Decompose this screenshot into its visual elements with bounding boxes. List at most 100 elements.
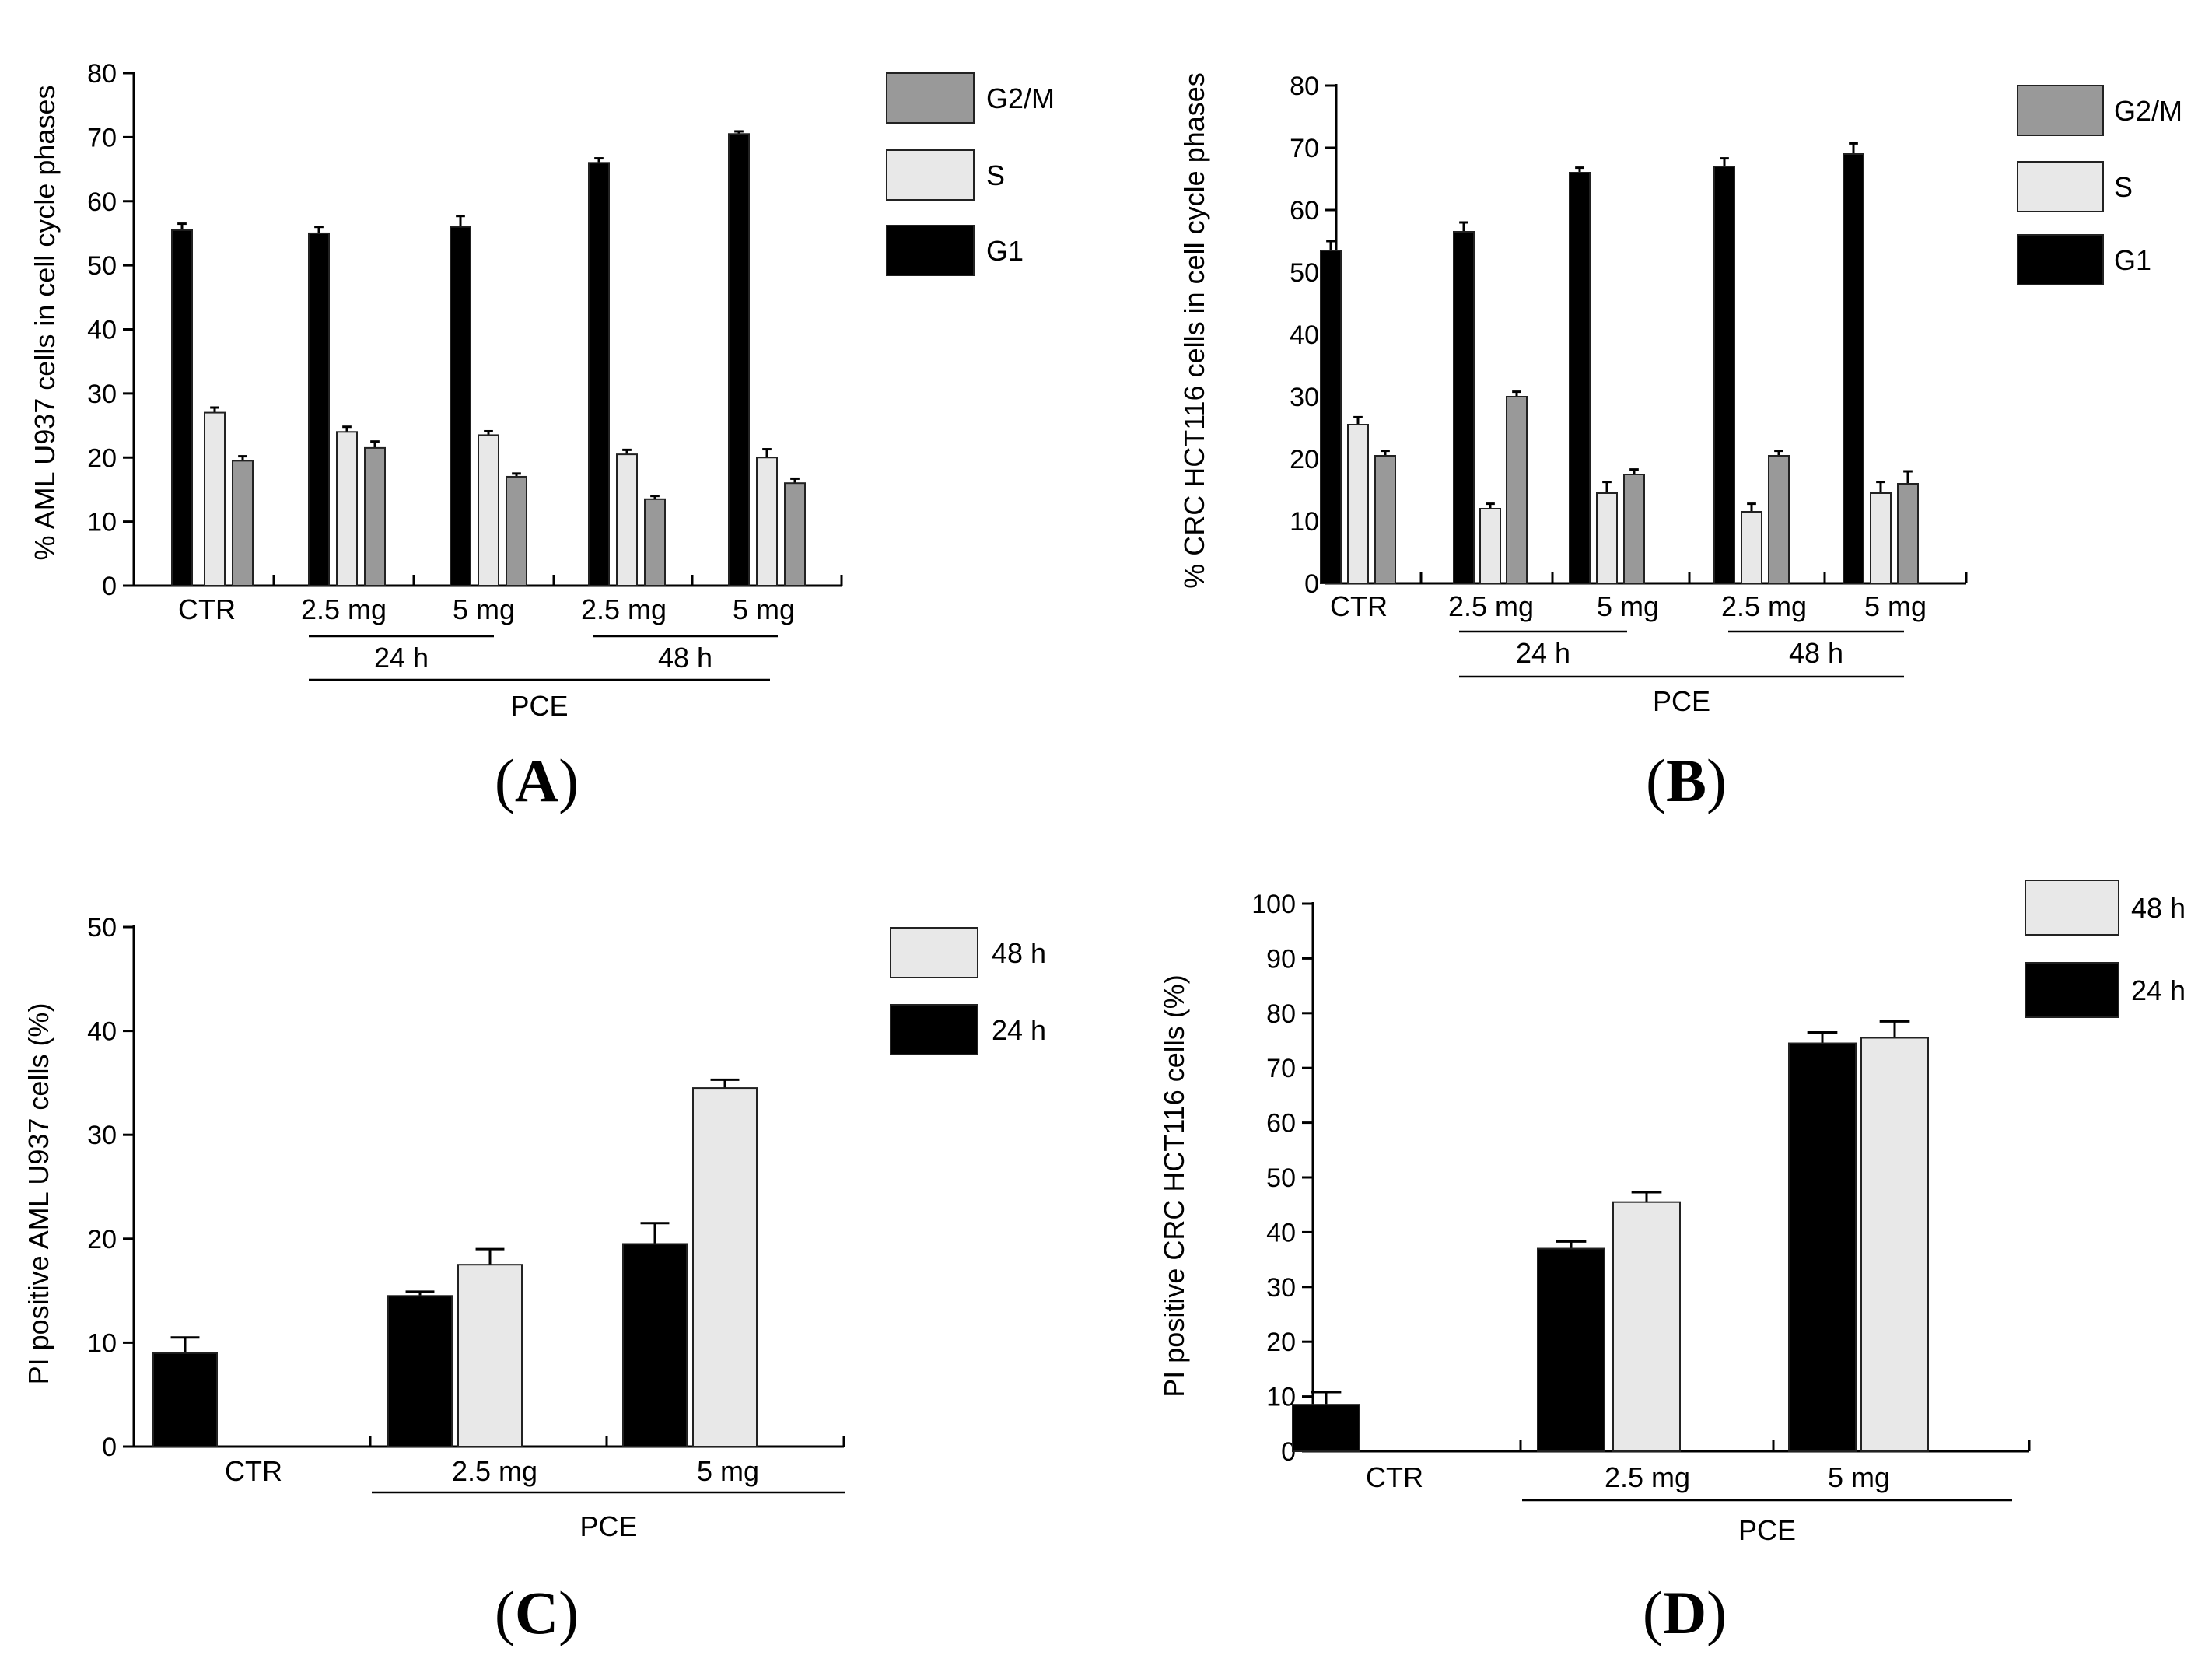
bar-s-2 [478,434,499,587]
y-tick-label: 50 [1266,1163,1296,1193]
legend-label: 48 h [992,937,1046,969]
group-label: 24 h [1516,637,1570,669]
y-axis-label: PI positive CRC HCT116 cells (%) [1158,974,1190,1397]
chart-panel-C: 0 10 20 30 40 50 PI positive AML U937 cells (%… [23,913,1046,1646]
legend-label: S [2114,171,2133,203]
category-label: CTR [1330,590,1388,622]
legend-swatch [886,149,975,201]
bar-24h-1 [1537,1247,1605,1453]
y-tick-label: 40 [1290,320,1319,350]
y-tick-label: 0 [102,1433,117,1462]
bar-s-3 [1741,511,1762,584]
category-label: 2.5 mg [452,1455,537,1487]
category-label: 2.5 mg [1448,590,1534,622]
panel-label-letter: D [1663,1579,1706,1646]
y-tick-label: 50 [87,913,117,943]
pce-label: PCE [579,1510,637,1542]
bar-g1-2 [1569,172,1591,584]
bar-g2m-1 [364,446,386,586]
legend-label: G1 [986,235,1024,267]
y-tick-label: 40 [87,316,117,345]
bar-s-2 [1596,492,1618,584]
panel-label: (B) [1646,747,1727,814]
y-tick-label: 60 [1266,1109,1296,1139]
legend-swatch [2025,880,2119,936]
panel-label-paren: ) [558,1579,579,1646]
bar-g1-4 [728,133,750,587]
bar-s-4 [1870,492,1892,584]
y-tick-label: 60 [87,187,117,217]
bar-48h-2 [692,1087,758,1447]
bar-24h-2 [622,1243,688,1447]
panel-label-paren: ) [558,747,579,814]
y-tick-label: 60 [1290,196,1319,226]
panel-label-paren: ) [1706,747,1727,814]
y-tick-label: 80 [1266,999,1296,1029]
y-tick-label: 20 [87,443,117,473]
panel-label-letter: C [515,1579,558,1646]
bar-g2m-4 [784,482,806,587]
bar-g1-2 [450,226,471,586]
pce-label: PCE [1738,1514,1796,1546]
y-tick-label: 10 [1266,1383,1296,1412]
y-tick-label: 30 [87,1121,117,1150]
y-tick-label: 40 [1266,1218,1296,1247]
bar-48h-1 [457,1264,523,1447]
panel-label-paren: ( [495,747,515,814]
y-tick-label: 50 [1290,258,1319,288]
bar-g2m-3 [644,498,666,587]
y-tick-label: 30 [1266,1273,1296,1303]
panel-label-paren: ) [1706,1579,1727,1646]
y-tick-label: 10 [1290,507,1319,537]
group-label: 24 h [374,642,429,674]
category-label: 5 mg [1597,590,1659,622]
panel-label-letter: A [515,747,558,814]
bar-g1-4 [1843,153,1864,584]
y-tick-label: 90 [1266,944,1296,974]
y-axis-label: % CRC HCT116 cells in cell cycle phases [1178,72,1210,589]
bar-g2m-4 [1897,483,1919,584]
y-tick-label: 70 [1290,134,1319,163]
category-label: 5 mg [1864,590,1927,622]
bar-g1-3 [588,162,610,586]
bar-48h-2 [1860,1037,1929,1452]
y-tick-label: 30 [87,380,117,409]
y-tick-label: 0 [1304,569,1319,599]
y-axis-label: % AML U937 cells in cell cycle phases [29,86,61,561]
legend-swatch [886,225,975,276]
y-tick-label: 70 [1266,1054,1296,1083]
y-tick-label: 80 [1290,72,1319,101]
category-label: 2.5 mg [1721,590,1807,622]
panel-label: (D) [1643,1579,1727,1646]
bar-g1-1 [308,232,330,586]
panel-label-paren: ( [1646,747,1666,814]
legend-swatch [2017,234,2104,285]
bar-s-0 [1347,424,1369,584]
bar-g2m-0 [1374,455,1396,584]
legend-swatch [2017,85,2104,136]
y-tick-label: 80 [87,59,117,89]
bar-g1-1 [1453,231,1475,584]
chart-panel-B: 0 10 20 30 40 50 60 70 80 % CRC HCT116 cells in c… [1178,72,2182,814]
category-label: 5 mg [697,1455,759,1487]
pce-label: PCE [1653,685,1710,717]
bar-24h-1 [387,1295,453,1448]
y-tick-label: 20 [87,1225,117,1254]
category-label: 5 mg [733,593,795,625]
bar-g2m-2 [506,475,527,587]
chart-panel-A: 0 10 20 30 40 50 60 70 80 % AML U937 cells in cel… [29,59,1055,814]
bar-s-1 [1479,508,1501,584]
category-label: CTR [225,1455,282,1487]
y-tick-label: 70 [87,123,117,152]
bar-s-3 [616,453,638,586]
panel-label-paren: ( [495,1579,515,1646]
category-label: CTR [178,593,236,625]
y-tick-label: 20 [1266,1328,1296,1357]
panel-label-letter: B [1666,747,1706,814]
y-tick-label: 10 [87,1328,117,1358]
y-tick-label: 50 [87,251,117,281]
legend-swatch [2025,962,2119,1018]
bar-g1-0 [1320,250,1342,584]
